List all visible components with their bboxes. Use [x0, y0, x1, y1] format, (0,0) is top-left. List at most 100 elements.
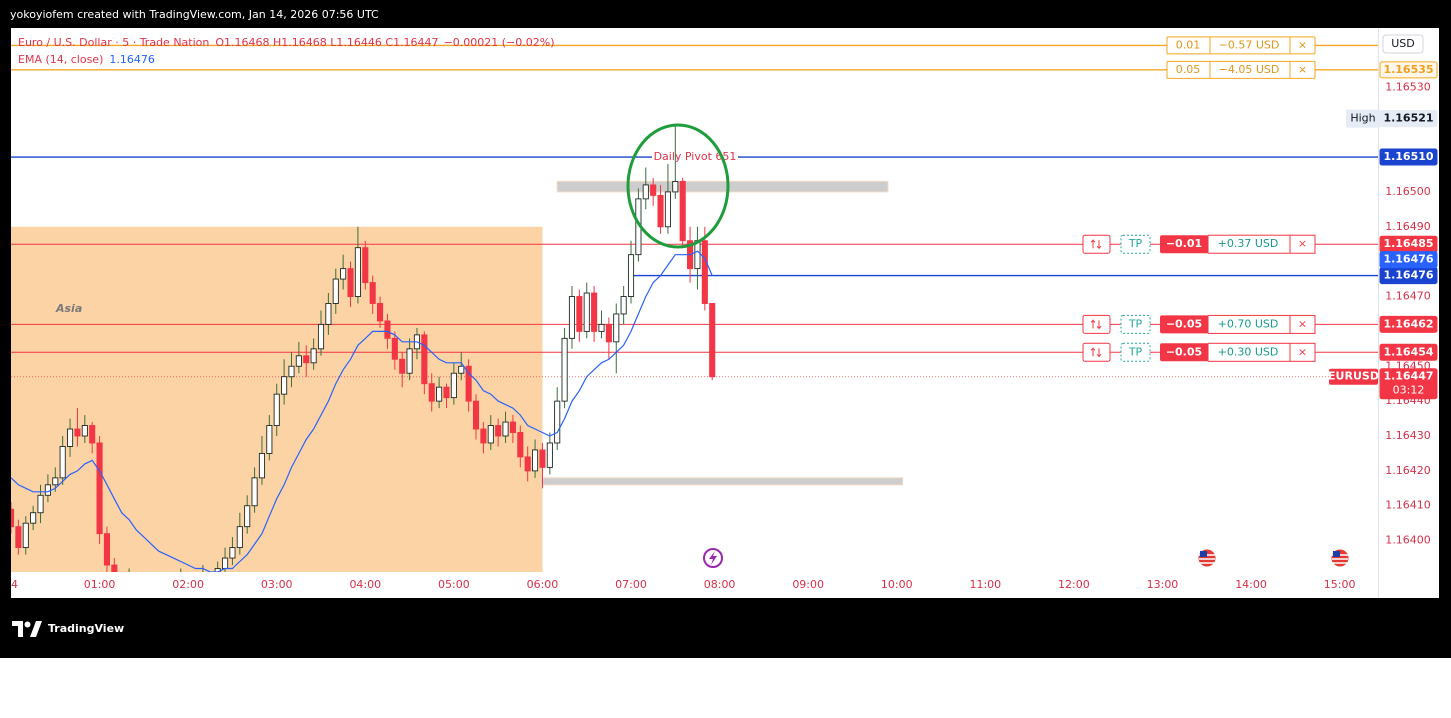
pnl: +0.30 USD	[1218, 345, 1279, 358]
candle-body	[340, 268, 347, 280]
x-tick-label: 10:00	[881, 578, 913, 591]
close-button[interactable]: ×	[1298, 237, 1307, 250]
pnl-box[interactable]	[1207, 342, 1316, 362]
ema-legend: EMA (14, close) 1.16476	[18, 53, 155, 66]
candle-body	[103, 533, 111, 566]
session-label: Asia	[55, 302, 82, 315]
candle-body	[539, 449, 546, 468]
qty-box[interactable]	[1160, 235, 1208, 254]
pnl-box[interactable]	[1207, 314, 1316, 334]
countdown: 03:12	[1393, 384, 1425, 397]
last-price-tag: 1.16447	[1383, 370, 1433, 383]
candle-body	[214, 568, 221, 572]
axes: 1.165301.165001.164901.164701.164501.164…	[11, 34, 1438, 591]
tp-button[interactable]	[1120, 342, 1151, 362]
reverse-button[interactable]	[1082, 314, 1111, 334]
candle-body	[96, 442, 103, 535]
candle-body	[524, 456, 531, 472]
close-button[interactable]: ×	[1298, 317, 1307, 330]
pnl: −0.57 USD	[1219, 38, 1280, 51]
y-tick-label: 1.16530	[1385, 80, 1431, 93]
order-box[interactable]	[1166, 36, 1316, 55]
reverse-button[interactable]	[1082, 342, 1111, 362]
candle-body	[258, 452, 266, 479]
price-tag: 1.16454	[1383, 345, 1433, 358]
caption: yokoyiofem created with TradingView.com,…	[10, 8, 379, 21]
candle-body	[561, 337, 568, 402]
candle-body	[81, 425, 88, 437]
x-tick-label: 12:00	[1058, 578, 1090, 591]
candle-body	[89, 425, 96, 444]
qty-box[interactable]	[1160, 343, 1208, 362]
candle-body	[295, 355, 302, 367]
currency-button[interactable]	[1382, 34, 1424, 54]
candle-body	[642, 184, 649, 200]
ema-value: 1.16476	[109, 53, 155, 66]
candle-body	[15, 526, 22, 549]
candle-body	[377, 303, 384, 322]
x-tick-label: 02:00	[172, 578, 204, 591]
ema-tag-bg	[1379, 251, 1438, 269]
candle-body	[701, 240, 708, 304]
x-tick-label: 13:00	[1147, 578, 1179, 591]
candle-body	[421, 334, 428, 385]
candle-body	[11, 508, 15, 528]
candle-body	[347, 268, 354, 297]
close-button[interactable]: ×	[1298, 63, 1307, 76]
candle-body	[229, 547, 236, 559]
candle-body	[568, 296, 576, 339]
logo-dot	[24, 621, 31, 628]
legend-symbol: Euro / U.S. Dollar · 5 · Trade Nation	[18, 36, 209, 49]
candle-body	[450, 372, 457, 399]
close-button[interactable]: ×	[1298, 345, 1307, 358]
pnl: +0.70 USD	[1218, 317, 1279, 330]
x-tick-label: 11:00	[969, 578, 1001, 591]
ema-line	[11, 250, 713, 572]
close-button[interactable]: ×	[1298, 38, 1307, 51]
qty: 0.05	[1176, 63, 1201, 76]
price-tag: 1.16485	[1383, 237, 1433, 250]
y-tick-label: 1.16490	[1385, 220, 1431, 233]
candle-body	[495, 425, 502, 437]
qty-box[interactable]	[1160, 315, 1208, 334]
candle-body	[325, 303, 332, 325]
candle-body	[620, 296, 627, 315]
candle-body	[303, 355, 310, 364]
price-tag-bg	[1379, 148, 1438, 166]
x-tick-label: 09:00	[792, 578, 824, 591]
tp-button[interactable]	[1120, 234, 1151, 254]
candle-body	[384, 320, 391, 339]
candle-body	[657, 194, 664, 228]
x-tick-label: 03:00	[261, 578, 293, 591]
legend-line: Euro / U.S. Dollar · 5 · Trade Nation O1.…	[18, 36, 555, 49]
candle-body	[554, 400, 561, 444]
candle-body	[428, 383, 435, 402]
candle-body	[650, 184, 657, 196]
pnl: +0.37 USD	[1218, 237, 1279, 250]
currency: USD	[1391, 37, 1415, 50]
candle-body	[22, 522, 29, 549]
x-tick-label: 05:00	[438, 578, 470, 591]
symbol-tag: EURUSD	[1328, 370, 1379, 383]
candle-body	[30, 512, 37, 524]
left-frame	[0, 28, 11, 598]
tp-label: TP	[1128, 345, 1143, 358]
candle-body	[679, 180, 686, 242]
qty: 0.01	[1176, 38, 1201, 51]
pnl: −4.05 USD	[1219, 63, 1280, 76]
candle-body	[59, 446, 66, 479]
reverse-glyph	[1090, 319, 1102, 330]
legend-ohlc: O1.16468 H1.16468 L1.16446 C1.16447	[215, 36, 438, 49]
reverse-button[interactable]	[1082, 234, 1111, 254]
x-tick-label: 07:00	[615, 578, 647, 591]
price-tag: 1.16476	[1383, 269, 1433, 282]
candle-body	[244, 505, 251, 528]
order-box[interactable]	[1166, 60, 1316, 79]
candle-body	[509, 421, 516, 433]
candle-body	[236, 526, 243, 549]
pnl-box[interactable]	[1207, 234, 1316, 254]
tp-button[interactable]	[1120, 314, 1151, 334]
y-tick-label: 1.16410	[1385, 499, 1431, 512]
candle-body	[502, 421, 509, 437]
candle-body	[332, 278, 339, 304]
